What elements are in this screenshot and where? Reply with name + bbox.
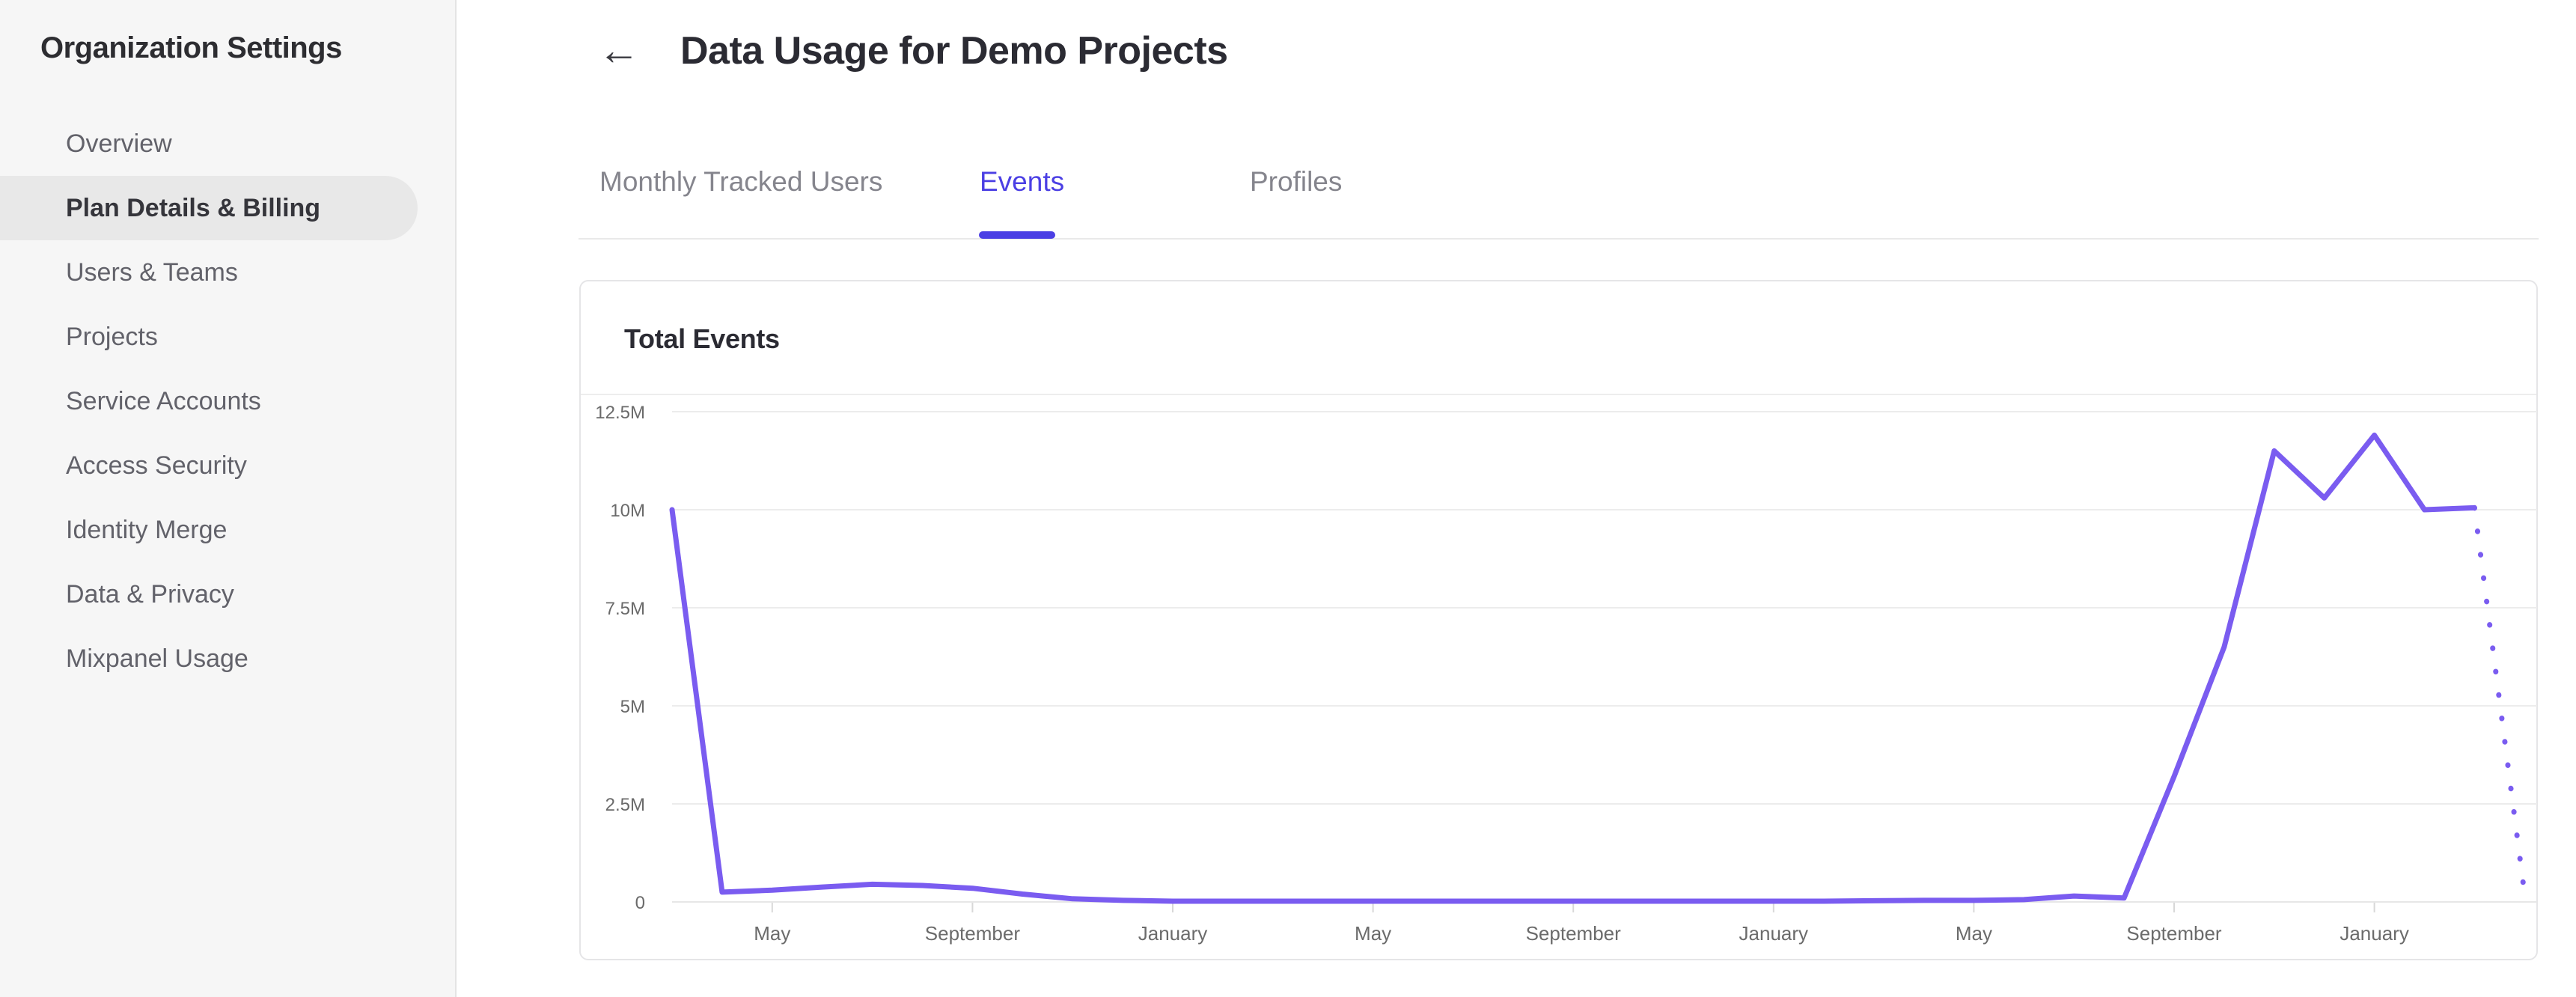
- sidebar-item-data-privacy[interactable]: Data & Privacy: [66, 579, 234, 609]
- sidebar-item-overview[interactable]: Overview: [66, 129, 172, 158]
- svg-text:10M: 10M: [610, 501, 645, 521]
- tab-profiles[interactable]: Profiles: [1250, 166, 1343, 197]
- sidebar-item-plan-details-billing[interactable]: Plan Details & Billing: [0, 176, 418, 240]
- svg-text:January: January: [1739, 922, 1809, 945]
- sidebar-item-mixpanel-usage[interactable]: Mixpanel Usage: [66, 644, 248, 673]
- svg-text:September: September: [925, 922, 1021, 945]
- svg-text:September: September: [2126, 922, 2222, 945]
- svg-text:12.5M: 12.5M: [595, 403, 645, 423]
- svg-text:2.5M: 2.5M: [605, 795, 645, 815]
- svg-text:May: May: [1956, 922, 1992, 945]
- svg-text:May: May: [754, 922, 790, 945]
- sidebar-item-identity-merge[interactable]: Identity Merge: [66, 515, 228, 544]
- page-title: Data Usage for Demo Projects: [680, 29, 1228, 73]
- sidebar-nav: Overview Plan Details & Billing Users & …: [0, 112, 455, 691]
- sidebar-item-access-security[interactable]: Access Security: [66, 451, 247, 480]
- svg-text:January: January: [2340, 922, 2409, 945]
- chart-x-axis-labels: May September January May September January Ma…: [754, 903, 2409, 945]
- sidebar: Organization Settings Overview Plan Deta…: [0, 0, 457, 997]
- back-arrow-icon[interactable]: ←: [598, 25, 640, 73]
- sidebar-item-projects[interactable]: Projects: [66, 322, 158, 351]
- chart-gridlines: [672, 411, 2537, 903]
- card-header-divider: [581, 394, 2536, 395]
- active-tab-indicator: [979, 231, 1055, 239]
- sidebar-item-service-accounts[interactable]: Service Accounts: [66, 386, 261, 415]
- svg-text:January: January: [1138, 922, 1208, 945]
- tab-events[interactable]: Events: [980, 166, 1065, 197]
- sidebar-item-users-teams[interactable]: Users & Teams: [66, 257, 238, 287]
- card-title: Total Events: [624, 323, 780, 354]
- svg-text:5M: 5M: [620, 697, 645, 717]
- svg-text:0: 0: [635, 893, 645, 913]
- total-events-line: [669, 432, 2527, 904]
- tab-monthly-tracked-users[interactable]: Monthly Tracked Users: [599, 166, 883, 197]
- total-events-card: Total Events: [579, 280, 2538, 960]
- svg-text:September: September: [1526, 922, 1622, 945]
- tab-bar-divider: [579, 238, 2539, 240]
- sidebar-title: Organization Settings: [40, 31, 342, 64]
- svg-text:May: May: [1355, 922, 1391, 945]
- chart-y-axis-labels: 12.5M 10M 7.5M 5M 2.5M 0: [595, 403, 645, 913]
- svg-text:7.5M: 7.5M: [605, 599, 645, 619]
